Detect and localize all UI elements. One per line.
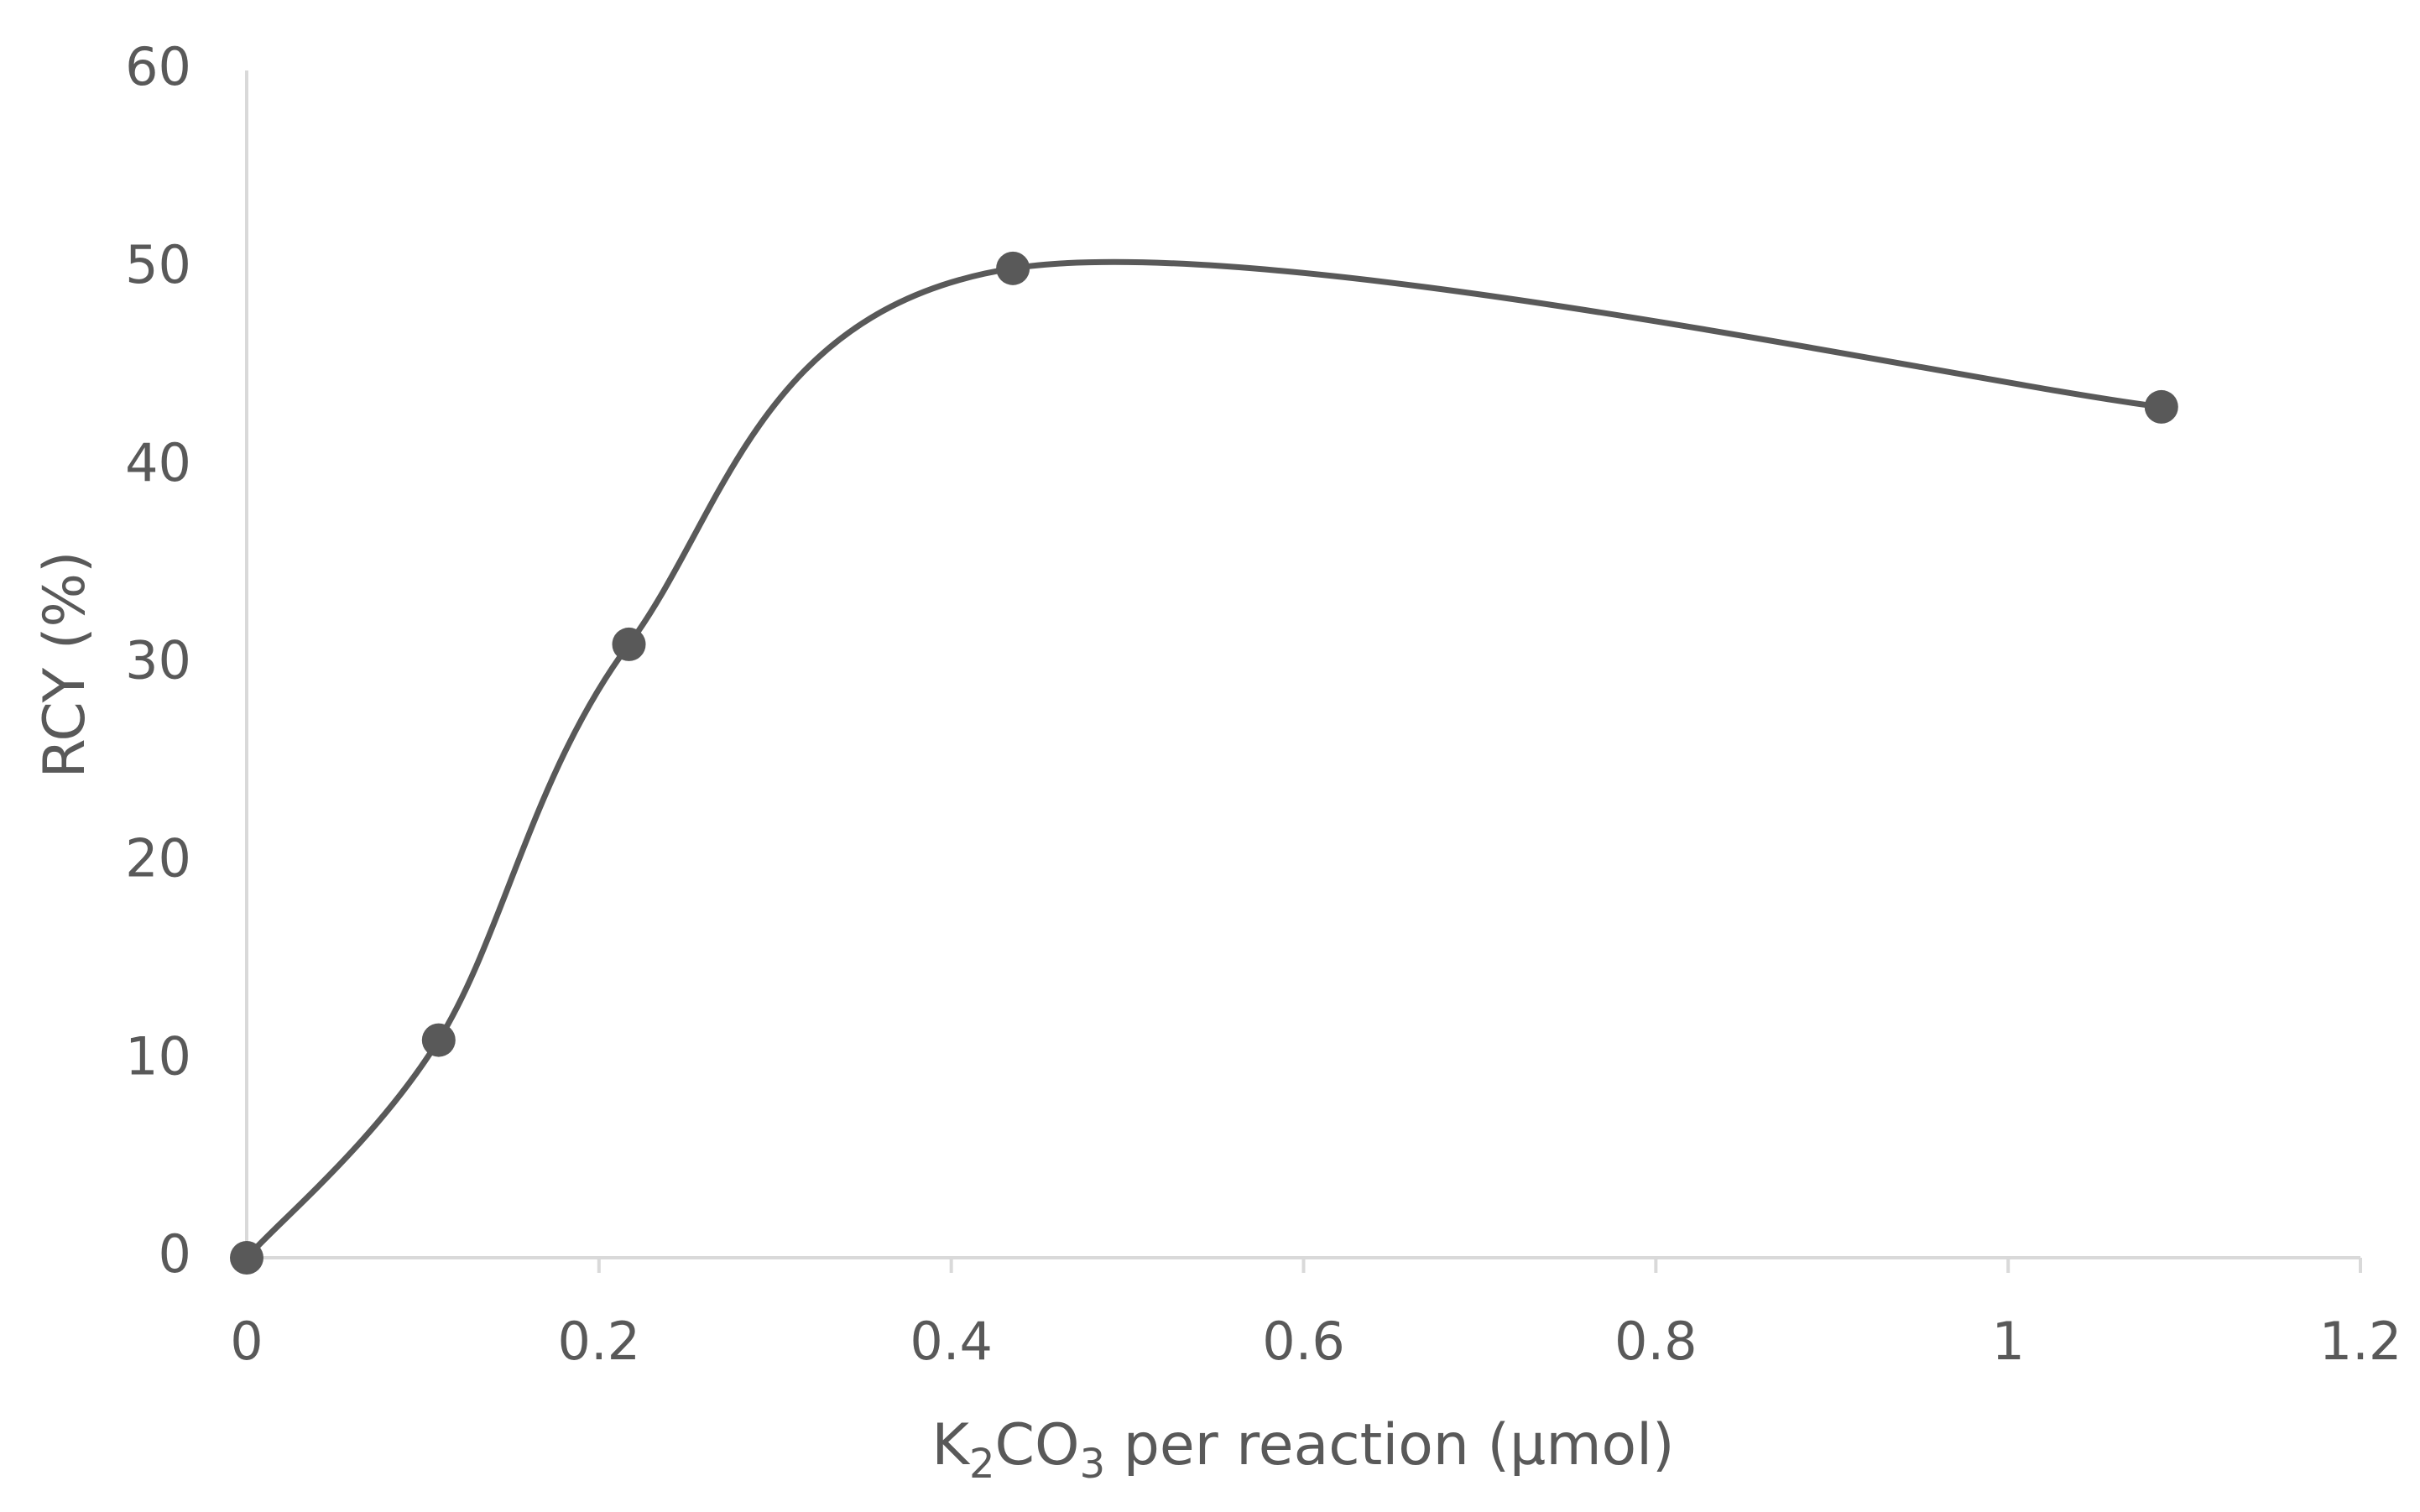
x-axis-label-subscript-2: 2	[969, 1441, 995, 1488]
y-tick-label: 0	[159, 1223, 191, 1285]
y-tick-labels: 0 10 20 30 40 50 60	[125, 36, 191, 1285]
x-tick-label: 1	[1991, 1311, 2024, 1372]
y-tick-label: 60	[125, 36, 191, 97]
x-axis-label: K2CO3 per reaction (µmol)	[931, 1412, 1674, 1488]
data-point-marker	[612, 627, 646, 661]
y-axis-label: RCY (%)	[32, 551, 98, 779]
x-tick-label: 0	[230, 1311, 263, 1372]
series-line-rcy	[243, 258, 2165, 1261]
x-tick-label: 0.2	[558, 1311, 641, 1372]
x-axis-label-k: K	[931, 1412, 971, 1478]
x-tick-label: 0.6	[1262, 1311, 1345, 1372]
series-group	[230, 251, 2178, 1275]
data-point-marker	[230, 1241, 263, 1275]
x-tick-label: 0.8	[1614, 1311, 1698, 1372]
y-tick-label: 40	[125, 432, 191, 493]
axes-group	[245, 70, 2362, 1273]
y-tick-label: 10	[125, 1025, 191, 1087]
x-tick-label: 1.2	[2319, 1311, 2402, 1372]
x-axis-label-co: CO	[995, 1412, 1080, 1478]
x-axis-label-suffix: per reaction (µmol)	[1105, 1412, 1674, 1478]
x-axis-label-subscript-3: 3	[1080, 1441, 1106, 1488]
y-tick-label: 30	[125, 630, 191, 691]
y-tick-label: 20	[125, 827, 191, 889]
data-point-marker	[2144, 389, 2178, 424]
x-tick-label: 0.4	[910, 1311, 993, 1372]
data-point-marker	[996, 251, 1030, 285]
data-point-marker	[421, 1023, 456, 1057]
y-tick-label: 50	[125, 234, 191, 295]
x-tick-labels: 0 0.2 0.4 0.6 0.8 1 1.2	[230, 1311, 2402, 1372]
